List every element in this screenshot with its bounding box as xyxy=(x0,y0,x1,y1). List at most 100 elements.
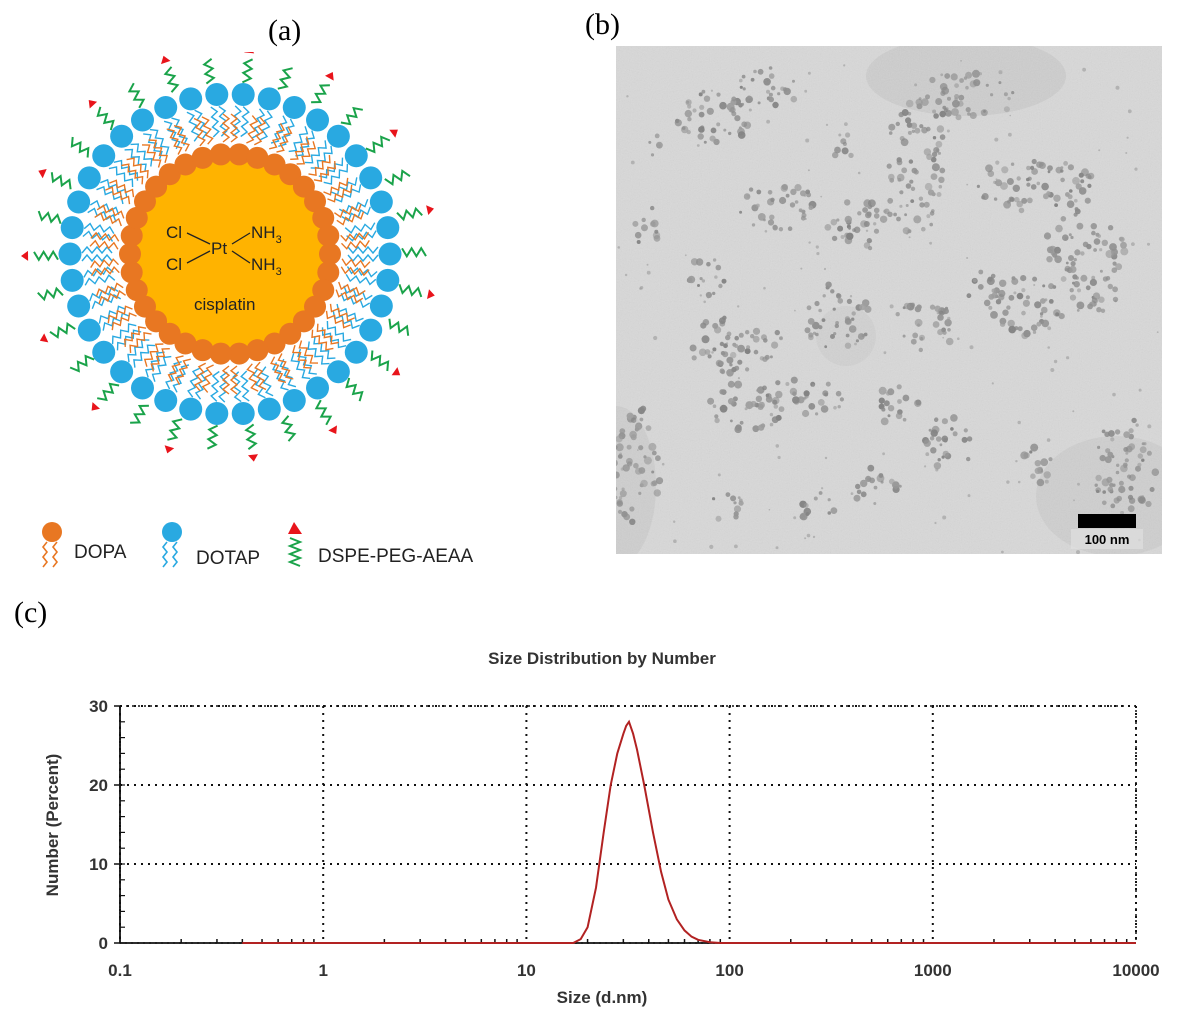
peg-chain xyxy=(314,399,333,426)
panel-label-c: (c) xyxy=(14,596,48,629)
panel-label-a: (a) xyxy=(268,14,302,47)
dotap-head xyxy=(282,95,306,119)
dotap-head xyxy=(130,376,154,400)
x-axis-label: Size (d.nm) xyxy=(557,988,648,1007)
dopa-head xyxy=(209,342,232,365)
dopa-head xyxy=(120,224,143,247)
aeaa-ligand xyxy=(39,333,49,343)
peg-chain xyxy=(388,318,410,336)
dopa-icon xyxy=(41,522,62,568)
aeaa-ligand xyxy=(21,250,29,261)
peg-chain xyxy=(127,82,146,109)
dotap-head xyxy=(326,124,350,148)
dopa-head xyxy=(263,153,286,176)
dotap-head xyxy=(378,242,402,266)
aeaa-ligand xyxy=(161,55,171,65)
aeaa-ligand xyxy=(38,169,47,179)
formula-cl-top: Cl xyxy=(166,223,182,242)
dotap-head xyxy=(92,144,116,168)
dotap-head xyxy=(376,268,400,292)
dotap-head xyxy=(205,401,229,425)
dotap-head xyxy=(110,124,134,148)
dopa-head xyxy=(228,143,251,166)
plot-frame xyxy=(119,705,1137,944)
dotap-icon xyxy=(161,522,182,568)
peg-chain xyxy=(49,322,76,339)
peg-chain xyxy=(163,66,180,93)
dotap-head xyxy=(67,190,91,214)
aeaa-ligand xyxy=(427,289,435,299)
peg-chain xyxy=(401,246,427,259)
dopa-head xyxy=(158,163,181,186)
dopa-head xyxy=(263,332,286,355)
formula-nh3-bottom: NH3 xyxy=(251,255,282,278)
dotap-head xyxy=(369,190,393,214)
peg-ligand-icon xyxy=(287,522,303,567)
chart-gridlines xyxy=(114,705,1137,944)
x-tick-label: 10000 xyxy=(1112,961,1159,980)
x-tick-label: 10 xyxy=(517,961,536,980)
core-label: cisplatin xyxy=(194,295,255,314)
legend-peg-label: DSPE-PEG-AEAA xyxy=(318,546,474,567)
dopa-head xyxy=(312,279,335,302)
dotap-head xyxy=(205,83,229,107)
peg-chain xyxy=(345,377,364,402)
dotap-head xyxy=(58,242,82,266)
dopa-head xyxy=(228,342,251,365)
x-tick-labels: 0.1 1 10 100 1000 10000 xyxy=(108,961,1159,980)
dotap-head xyxy=(60,216,84,240)
aeaa-ligand xyxy=(248,454,258,462)
dotap-head xyxy=(257,87,281,111)
dotap-head xyxy=(154,95,178,119)
x-tick-label: 0.1 xyxy=(108,961,132,980)
scale-bar-label: 100 nm xyxy=(1085,532,1130,547)
x-tick-label: 1000 xyxy=(914,961,952,980)
chart-minor-ticks xyxy=(120,721,1128,944)
dopa-head xyxy=(174,153,197,176)
peg-chain xyxy=(33,249,59,262)
peg-chain xyxy=(244,423,258,450)
chart-title: Size Distribution by Number xyxy=(488,649,716,668)
scale-bar xyxy=(1078,514,1136,528)
dopa-head xyxy=(125,279,148,302)
dotap-head xyxy=(359,318,383,342)
dotap-head xyxy=(154,389,178,413)
peg-chain xyxy=(37,210,62,225)
dotap-head xyxy=(110,360,134,384)
dotap-head xyxy=(77,166,101,190)
dopa-head xyxy=(119,243,141,265)
dopa-head xyxy=(304,190,327,213)
aeaa-ligand xyxy=(325,72,334,81)
dopa-head xyxy=(319,243,341,265)
y-tick-label: 20 xyxy=(89,776,108,795)
peg-chain xyxy=(384,169,411,186)
size-distribution-chart: Size Distribution by Number 0.1 1 10 100 100… xyxy=(43,649,1160,1007)
dotap-outer-heads xyxy=(21,52,435,462)
dopa-head xyxy=(125,206,148,229)
y-tick-label: 30 xyxy=(89,697,108,716)
peg-chain xyxy=(365,135,391,154)
dopa-head xyxy=(133,295,156,318)
dotap-head xyxy=(282,389,306,413)
dotap-head xyxy=(92,340,116,364)
dotap-head xyxy=(344,340,368,364)
peg-chain xyxy=(396,206,423,222)
x-tick-label: 100 xyxy=(715,961,743,980)
peg-chain xyxy=(311,84,330,104)
lipid-tails-layer xyxy=(81,105,379,403)
peg-chain xyxy=(202,58,216,85)
peg-chain xyxy=(70,136,90,158)
dopa-head xyxy=(174,332,197,355)
aeaa-ligand xyxy=(391,367,401,376)
y-tick-labels: 0 10 20 30 xyxy=(89,697,108,953)
formula-cl-bottom: Cl xyxy=(166,255,182,274)
peg-chain xyxy=(50,172,72,190)
dotap-head xyxy=(376,216,400,240)
y-tick-label: 0 xyxy=(99,934,108,953)
dotap-head xyxy=(369,294,393,318)
series-line xyxy=(242,719,1136,944)
aeaa-ligand xyxy=(328,425,337,434)
peg-chain xyxy=(97,382,120,402)
aeaa-ligand xyxy=(426,205,434,215)
peg-chain xyxy=(241,58,254,84)
